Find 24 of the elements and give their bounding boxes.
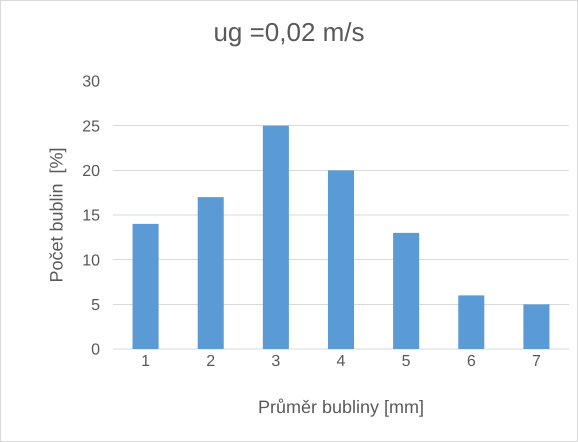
x-tick-label: 6 <box>466 353 476 370</box>
x-tick-label: 5 <box>402 353 411 370</box>
x-tick-label: 1 <box>141 353 150 370</box>
x-tick-label: 4 <box>336 353 346 370</box>
y-tick-label: 0 <box>91 342 100 359</box>
y-tick-label: 30 <box>82 74 100 91</box>
chart-title: ug =0,02 m/s <box>213 16 365 47</box>
y-axis-title: Počet bublin [%] <box>46 147 66 283</box>
bar <box>523 304 550 349</box>
x-tick-label: 7 <box>532 353 541 370</box>
bar <box>458 295 484 349</box>
y-tick-label: 15 <box>82 208 100 225</box>
bar <box>198 197 224 349</box>
bar <box>132 224 159 349</box>
x-tick-label: 2 <box>206 353 216 370</box>
y-tick-label: 20 <box>82 162 100 180</box>
y-tick-label: 5 <box>91 296 100 314</box>
bar <box>328 170 354 349</box>
x-tick-label: 3 <box>271 353 280 370</box>
x-axis-title: Průměr bubliny [mm] <box>258 397 424 417</box>
y-tick-label: 25 <box>82 118 100 136</box>
y-tick-label: 10 <box>82 252 100 270</box>
bar <box>262 126 289 349</box>
bar <box>393 232 420 349</box>
